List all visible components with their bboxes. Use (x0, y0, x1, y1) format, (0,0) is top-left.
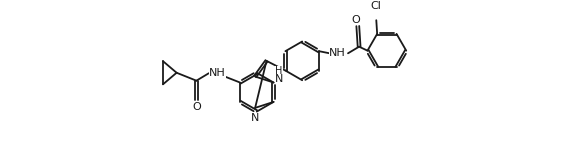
Text: NH: NH (329, 48, 346, 58)
Text: H: H (275, 66, 283, 76)
Text: NH: NH (209, 68, 226, 78)
Text: N: N (251, 113, 259, 123)
Text: O: O (192, 102, 201, 112)
Text: Cl: Cl (370, 0, 381, 11)
Text: O: O (352, 15, 360, 25)
Text: N: N (274, 74, 283, 84)
